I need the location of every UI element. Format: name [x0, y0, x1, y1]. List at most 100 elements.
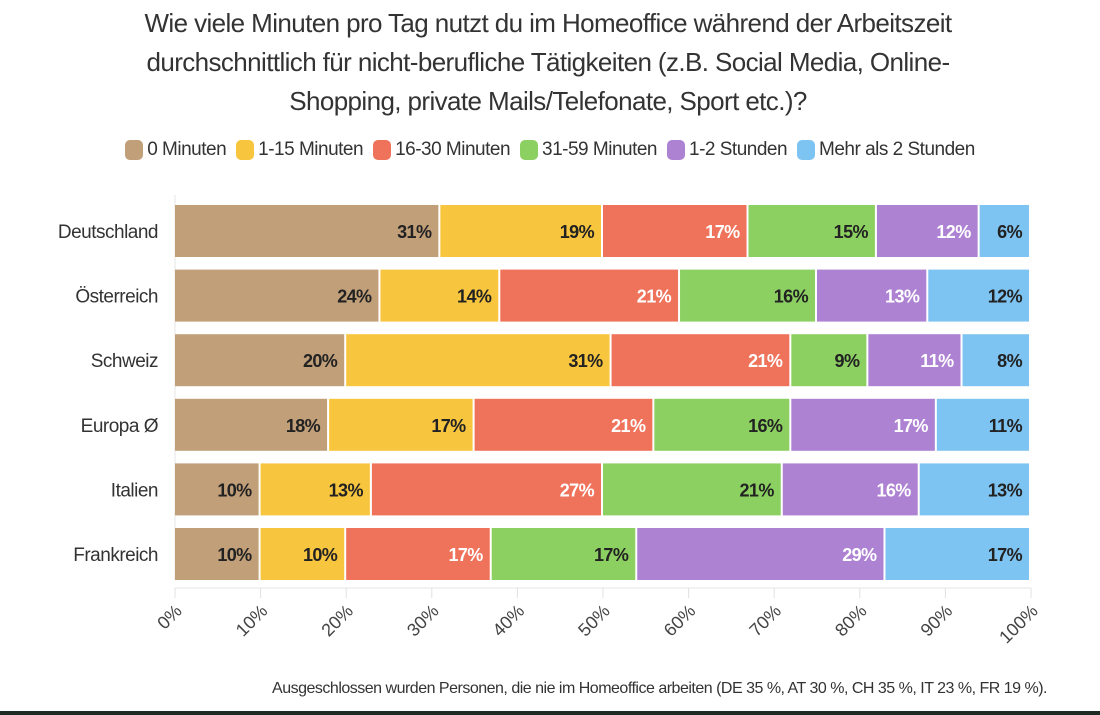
legend-swatch: [373, 140, 392, 160]
legend-swatch: [520, 140, 539, 160]
bar-segment: [329, 398, 473, 451]
footnote: Ausgeschlossen wurden Personen, die nie …: [272, 680, 1047, 697]
data-label: 21%: [611, 416, 646, 436]
x-tick-label: 50%: [574, 601, 614, 641]
x-tick-label: 0%: [153, 601, 186, 634]
data-label: 21%: [740, 480, 775, 500]
data-label: 13%: [885, 287, 920, 307]
x-tick-label: 30%: [403, 601, 443, 641]
bar-segment: [817, 269, 927, 322]
bar-segment: [791, 398, 935, 451]
legend-swatch: [236, 140, 255, 160]
legend-item: 0 Minuten: [125, 139, 227, 161]
x-tick-label: 20%: [317, 601, 357, 641]
legend-item: Mehr als 2 Stunden: [797, 139, 975, 161]
bar-segment: [175, 398, 328, 451]
data-label: 10%: [217, 545, 252, 565]
legend-label: 16-30 Minuten: [395, 139, 511, 160]
data-label: 19%: [560, 222, 595, 242]
title-line: Shopping, private Mails/Telefonate, Spor…: [289, 86, 807, 116]
data-label: 21%: [748, 351, 783, 371]
category-label: Europa Ø: [81, 416, 159, 437]
bar-segment: [371, 463, 601, 516]
legend-label: 31-59 Minuten: [542, 139, 657, 160]
category-label: Italien: [111, 480, 158, 501]
data-label: 13%: [988, 480, 1023, 500]
bar-segment: [611, 334, 790, 387]
bar-segment: [680, 269, 815, 322]
x-tick-label: 80%: [831, 601, 871, 641]
bar-segment: [260, 528, 345, 580]
data-label: 15%: [834, 222, 869, 242]
data-label: 16%: [876, 480, 911, 500]
data-label: 10%: [303, 545, 338, 565]
data-label: 21%: [637, 287, 672, 307]
legend-swatch: [797, 140, 816, 160]
bar-segment: [782, 463, 918, 516]
data-label: 17%: [705, 222, 740, 242]
legend: 0 Minuten 1-15 Minuten 16-30 Minuten 31-59 …: [0, 139, 1100, 161]
data-label: 14%: [457, 287, 492, 307]
data-label: 20%: [303, 351, 338, 371]
data-label: 31%: [568, 351, 603, 371]
legend-label: 1-15 Minuten: [258, 139, 364, 160]
bar-segment: [928, 269, 1029, 322]
bar-segment: [491, 528, 636, 580]
category-label: Deutschland: [58, 222, 158, 243]
legend-swatch: [667, 140, 685, 160]
bar-segment: [346, 528, 490, 580]
data-label: 6%: [997, 222, 1022, 242]
data-label: 16%: [748, 416, 783, 436]
data-label: 8%: [997, 351, 1022, 371]
bar-segment: [175, 528, 259, 580]
data-label: 16%: [774, 287, 809, 307]
bar-segment: [175, 269, 379, 322]
bar-segment: [885, 528, 1029, 580]
title-line: durchschnittlich für nicht-berufliche Tä…: [146, 47, 950, 77]
bar-segment: [979, 205, 1029, 257]
data-label: 17%: [594, 545, 629, 565]
title-line: Wie viele Minuten pro Tag nutzt du im Ho…: [144, 8, 952, 38]
data-label: 17%: [894, 416, 929, 436]
bar-segment: [654, 398, 790, 451]
bar-segment: [500, 269, 679, 322]
bar-segment: [876, 205, 978, 257]
bar-segment: [175, 334, 345, 387]
bar-segment: [474, 398, 653, 451]
bar-segment: [868, 334, 961, 387]
bar-segment: [791, 334, 867, 387]
data-label: 17%: [448, 545, 483, 565]
category-label: Schweiz: [91, 351, 158, 372]
bar-segment: [603, 463, 781, 516]
data-label: 9%: [835, 351, 860, 371]
x-tick-label: 40%: [489, 601, 529, 641]
bar-segment: [962, 334, 1029, 387]
category-label: Österreich: [75, 287, 158, 308]
bar-segment: [440, 205, 601, 257]
bar-segment: [175, 205, 439, 257]
data-label: 17%: [988, 545, 1023, 565]
legend-item: 16-30 Minuten: [373, 139, 511, 161]
data-label: 18%: [286, 416, 321, 436]
bar-segment: [637, 528, 884, 580]
x-tick-label: 10%: [232, 601, 272, 641]
data-label: 24%: [337, 287, 372, 307]
data-label: 11%: [989, 416, 1023, 436]
bar-segment: [175, 463, 259, 516]
bar-segment: [936, 398, 1029, 451]
data-label: 11%: [920, 351, 954, 371]
bar-segment: [380, 269, 499, 322]
legend-item: 1-15 Minuten: [236, 139, 364, 161]
window-bottom-edge: [0, 711, 1100, 715]
bar-segment: [346, 334, 610, 387]
legend-swatch: [125, 140, 144, 160]
legend-label: 0 Minuten: [147, 139, 227, 160]
legend-label: 1-2 Stunden: [689, 139, 788, 160]
x-tick-label: 70%: [745, 601, 785, 641]
data-label: 10%: [217, 480, 252, 500]
legend-item: 1-2 Stunden: [667, 139, 788, 161]
data-label: 13%: [329, 480, 364, 500]
data-label: 12%: [988, 287, 1023, 307]
data-label: 31%: [397, 222, 432, 242]
data-label: 17%: [431, 416, 466, 436]
